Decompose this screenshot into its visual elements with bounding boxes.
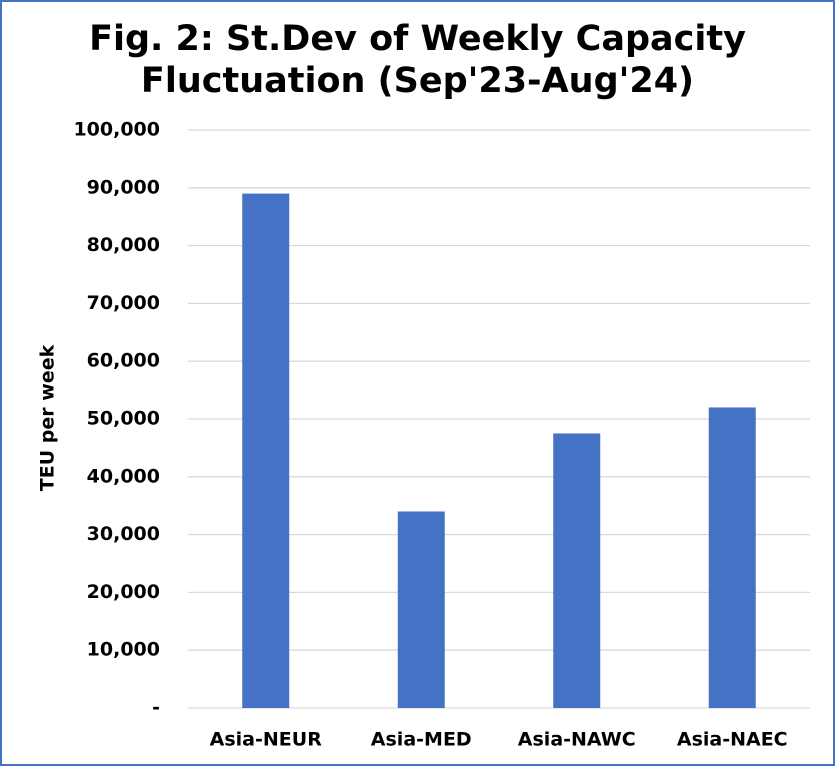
y-tick-label: 40,000	[87, 465, 160, 487]
bar-asia-nawc	[553, 433, 601, 708]
bar-asia-neur	[242, 193, 290, 708]
y-tick-label: 80,000	[87, 234, 160, 256]
y-tick-label: -	[152, 697, 160, 719]
y-axis-label: TEU per week	[37, 344, 59, 491]
y-axis-ticks: - 10,000 20,000 30,000 40,000 50,000 60,000 70,…	[73, 119, 160, 719]
y-tick-label: 90,000	[87, 176, 160, 198]
chart-title-line-2: Fluctuation (Sep'23-Aug'24)	[140, 61, 695, 101]
chart-title: Fig. 2: St.Dev of Weekly Capacity Fluctu…	[0, 18, 835, 102]
bar-asia-med	[397, 511, 445, 708]
category-label-asia-naec: Asia-NAEC	[677, 729, 788, 751]
category-label-asia-nawc: Asia-NAWC	[518, 729, 636, 751]
bars	[242, 193, 756, 708]
category-label-asia-neur: Asia-NEUR	[210, 729, 323, 751]
bar-asia-naec	[708, 407, 756, 708]
y-tick-label: 20,000	[87, 581, 160, 603]
y-tick-label: 100,000	[73, 119, 160, 141]
y-tick-label: 60,000	[87, 350, 160, 372]
chart-title-line-1: Fig. 2: St.Dev of Weekly Capacity	[89, 19, 746, 59]
y-tick-label: 30,000	[87, 523, 160, 545]
y-tick-label: 70,000	[87, 292, 160, 314]
y-tick-label: 10,000	[87, 639, 160, 661]
x-axis-categories: Asia-NEUR Asia-MED Asia-NAWC Asia-NAEC	[210, 729, 788, 751]
gridlines	[188, 129, 810, 709]
category-label-asia-med: Asia-MED	[371, 729, 472, 751]
y-tick-label: 50,000	[87, 408, 160, 430]
